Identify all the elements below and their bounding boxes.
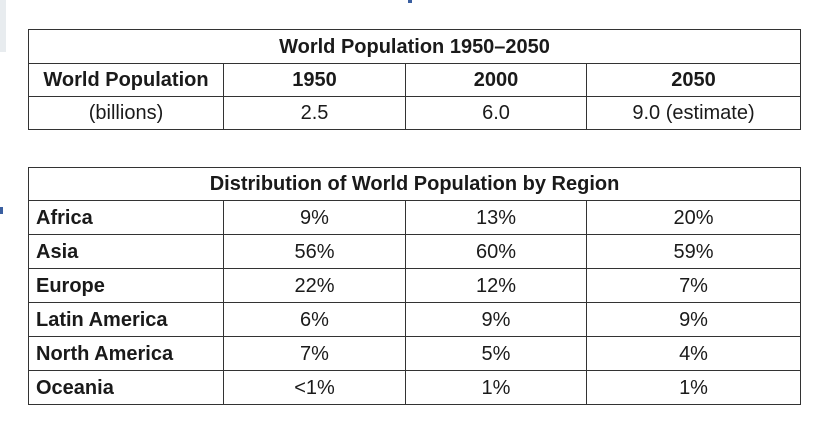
region-value-cell: 22% [223, 268, 406, 303]
scan-edge-mark-top [408, 0, 412, 3]
region-value-cell: 9% [585, 302, 802, 337]
region-value-cell: 4% [585, 336, 802, 371]
region-name-europe: Europe [28, 268, 224, 303]
region-name-africa: Africa [28, 200, 224, 235]
region-name-asia: Asia [28, 234, 224, 269]
region-value-cell: 9% [223, 200, 406, 235]
population-value-2000: 6.0 [405, 96, 587, 130]
region-value-cell: 1% [585, 370, 802, 405]
region-table-title: Distribution of World Population by Regi… [27, 167, 802, 201]
region-value-cell: 60% [405, 234, 587, 269]
region-value-cell: 12% [405, 268, 587, 303]
scan-edge-shade [0, 0, 6, 52]
row-header-world-population: World Population [28, 63, 224, 97]
region-value-cell: 56% [223, 234, 406, 269]
table-title-row: World Population 1950–2050 [27, 29, 802, 64]
year-header-2050: 2050 [585, 63, 802, 97]
region-value-cell: 13% [405, 200, 587, 235]
table-row: Oceania <1% 1% 1% [28, 370, 802, 405]
population-table-title: World Population 1950–2050 [27, 29, 802, 64]
region-value-cell: 9% [405, 302, 587, 337]
region-distribution-table: Distribution of World Population by Regi… [27, 167, 802, 405]
table-row: Latin America 6% 9% 9% [28, 302, 802, 337]
table-header-row: World Population 1950 2000 2050 [28, 63, 802, 97]
table-row: Africa 9% 13% 20% [28, 200, 802, 235]
table-row: North America 7% 5% 4% [28, 336, 802, 371]
scan-edge-mark-left [0, 207, 3, 214]
region-value-cell: <1% [223, 370, 406, 405]
region-value-cell: 7% [223, 336, 406, 371]
population-value-1950: 2.5 [223, 96, 406, 130]
table-row: Europe 22% 12% 7% [28, 268, 802, 303]
region-value-cell: 7% [585, 268, 802, 303]
world-population-table: World Population 1950–2050 World Populat… [27, 29, 802, 130]
region-value-cell: 1% [405, 370, 587, 405]
table-title-row: Distribution of World Population by Regi… [27, 167, 802, 201]
population-value-2050: 9.0 (estimate) [585, 96, 802, 130]
year-header-1950: 1950 [223, 63, 406, 97]
region-name-oceania: Oceania [28, 370, 224, 405]
region-name-latin-america: Latin America [28, 302, 224, 337]
year-header-2000: 2000 [405, 63, 587, 97]
table-row: Asia 56% 60% 59% [28, 234, 802, 269]
row-header-billions: (billions) [28, 96, 224, 130]
region-name-north-america: North America [28, 336, 224, 371]
region-value-cell: 6% [223, 302, 406, 337]
region-value-cell: 5% [405, 336, 587, 371]
region-value-cell: 59% [585, 234, 802, 269]
region-value-cell: 20% [585, 200, 802, 235]
table-row: (billions) 2.5 6.0 9.0 (estimate) [28, 96, 802, 130]
